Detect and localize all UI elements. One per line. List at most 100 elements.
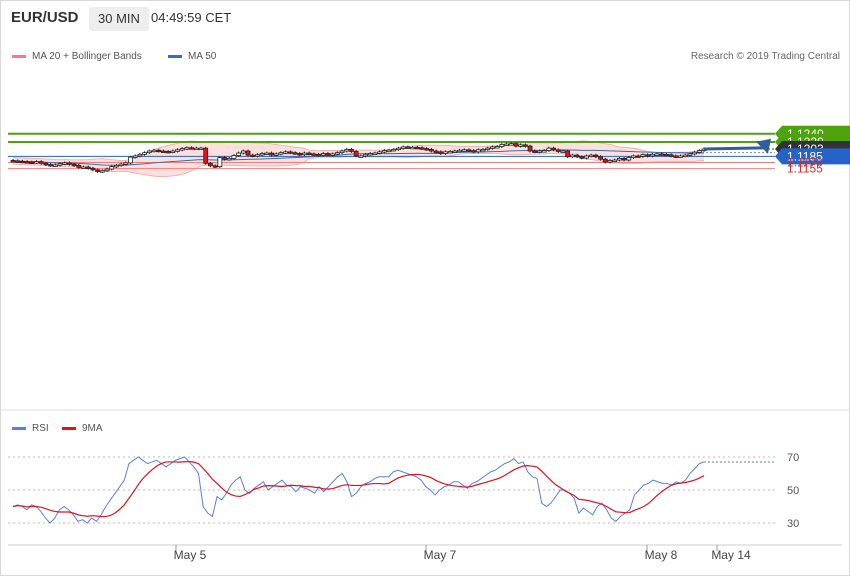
candle xyxy=(588,154,594,158)
legend-item-9ma: 9MA xyxy=(62,423,103,434)
candle xyxy=(452,150,458,153)
candle xyxy=(184,147,190,150)
level-label: 1.1170 xyxy=(787,156,823,170)
projection-arrow-head xyxy=(756,138,771,154)
candle xyxy=(34,161,39,164)
candle xyxy=(640,154,646,157)
candle xyxy=(457,149,462,153)
symbol-label[interactable]: EUR/USD xyxy=(11,9,79,26)
candle xyxy=(678,155,683,158)
candle xyxy=(555,149,561,152)
legend-swatch-rsi xyxy=(12,426,26,430)
candle xyxy=(405,146,411,149)
candle xyxy=(165,151,171,154)
candle xyxy=(90,167,96,171)
candle xyxy=(461,149,467,152)
candle xyxy=(410,146,415,150)
timeframe-button[interactable]: 30 MIN xyxy=(89,7,149,31)
candle xyxy=(668,154,674,157)
candle xyxy=(20,160,25,164)
candle xyxy=(226,157,232,161)
rsi-ma-line xyxy=(12,460,705,518)
level-label: 1.1155 xyxy=(787,162,823,176)
legend-label-rsi: RSI xyxy=(32,423,49,434)
candle xyxy=(377,151,383,154)
candle xyxy=(508,143,514,146)
candle xyxy=(104,168,110,172)
candle xyxy=(367,153,373,156)
candle xyxy=(551,147,556,151)
candle xyxy=(175,149,180,152)
candle xyxy=(170,150,176,153)
candle xyxy=(569,154,575,158)
candle xyxy=(565,150,571,158)
candle xyxy=(626,157,632,161)
candle xyxy=(95,169,101,172)
candle xyxy=(189,147,195,150)
candle xyxy=(334,152,340,155)
candle xyxy=(344,148,350,152)
candle xyxy=(616,157,622,161)
x-tick-label: May 5 xyxy=(174,548,207,562)
candle xyxy=(193,147,199,151)
candles-group xyxy=(10,142,707,173)
candle xyxy=(151,149,157,153)
candle xyxy=(579,156,585,159)
candle xyxy=(438,151,444,154)
candle xyxy=(259,153,265,156)
candle xyxy=(537,150,542,153)
candle xyxy=(85,166,91,169)
candle xyxy=(349,148,354,152)
legend-swatch-bollinger xyxy=(12,54,26,58)
candle xyxy=(156,149,162,153)
candle xyxy=(339,150,345,154)
candle xyxy=(255,154,260,157)
clock-label: 04:49:59 CET xyxy=(151,10,232,25)
candle xyxy=(222,157,227,160)
candle xyxy=(424,148,430,151)
candle xyxy=(198,147,204,151)
candle xyxy=(400,146,406,149)
level-tag-pivot xyxy=(775,148,850,165)
candle xyxy=(471,150,477,153)
candle xyxy=(302,152,307,156)
candle xyxy=(499,144,505,147)
legend-label-ma50: MA 50 xyxy=(188,51,217,62)
candle xyxy=(480,148,486,152)
candle xyxy=(663,153,669,157)
candle xyxy=(311,153,317,156)
legend-label-bollinger: MA 20 + Bollinger Bands xyxy=(32,51,142,62)
candle xyxy=(381,150,387,153)
candle xyxy=(692,151,697,155)
candle xyxy=(320,153,326,156)
candle xyxy=(48,164,54,167)
candle xyxy=(560,150,566,153)
candle xyxy=(128,156,133,164)
candle xyxy=(109,166,115,170)
candle xyxy=(532,150,538,153)
candle xyxy=(250,154,256,158)
candle xyxy=(414,146,420,150)
candle xyxy=(433,150,439,153)
candle xyxy=(546,147,552,152)
x-tick-label: May 8 xyxy=(645,548,678,562)
candle xyxy=(447,151,453,154)
candle xyxy=(297,153,303,156)
candle xyxy=(67,162,72,165)
candle xyxy=(52,164,58,167)
x-tick-label: May 14 xyxy=(711,548,751,562)
candle xyxy=(466,149,472,152)
projection-arrow-line xyxy=(703,146,765,151)
candle xyxy=(513,143,519,147)
candle xyxy=(137,153,143,157)
candle xyxy=(278,152,284,155)
candle xyxy=(372,152,378,155)
candle xyxy=(353,151,359,157)
candle xyxy=(236,152,242,156)
candle xyxy=(240,150,246,154)
candle xyxy=(518,144,524,147)
candle xyxy=(81,166,86,169)
candle xyxy=(485,147,491,151)
candle xyxy=(273,153,279,156)
